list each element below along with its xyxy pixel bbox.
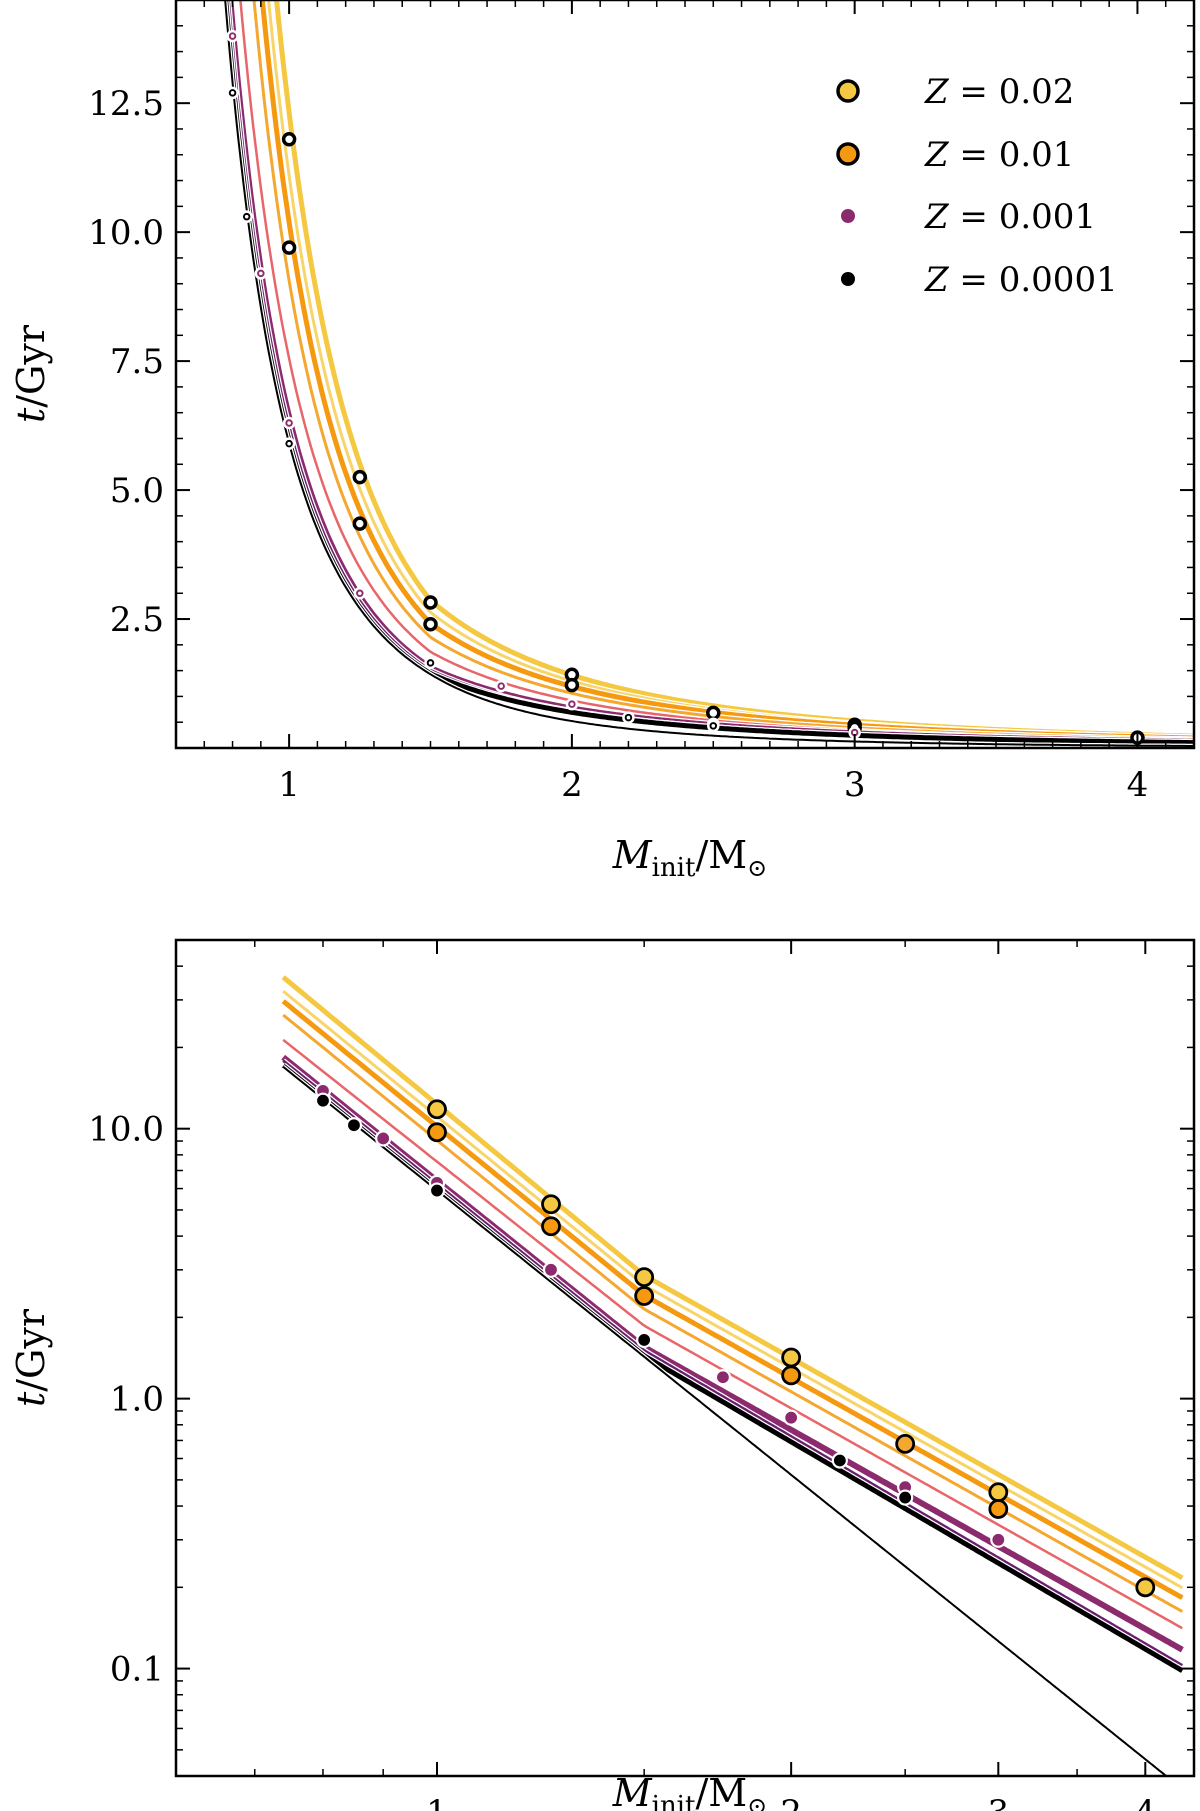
top-curve-8 [224, 0, 1194, 747]
panel-linear: 1 2 3 4 2.5 5.0 7.5 10.0 12.5 Z = 0.02 Z = 0.01 … [9, 0, 1196, 883]
bottom-curve-1 [282, 990, 1183, 1590]
bottom-ytick-label-0: 0.1 [110, 1650, 164, 1690]
top-xtick-label-1: 2 [561, 765, 583, 805]
bottom-ytick-label-1: 1.0 [110, 1380, 164, 1420]
bottom-point-22 [428, 1182, 446, 1199]
bottom-point-24 [831, 1452, 848, 1469]
top-point-dot-15 [358, 591, 362, 596]
top-point-dot-22 [287, 441, 291, 446]
bottom-point-4 [895, 1433, 916, 1454]
top-point-2 [423, 595, 438, 610]
top-y-axis-label: t/Gyr [9, 324, 53, 423]
top-point-dot-19 [852, 730, 857, 735]
bottom-point-25 [897, 1489, 914, 1506]
top-point-dot-21 [244, 214, 249, 219]
top-xtick-label-2: 3 [844, 765, 866, 805]
bottom-points [314, 1082, 1156, 1598]
bottom-y-axis-label: t/Gyr [9, 1308, 53, 1407]
top-ytick-label-1: 5.0 [110, 471, 164, 511]
top-point-0 [281, 132, 297, 147]
bottom-point-15 [542, 1261, 560, 1278]
top-point-dot-24 [626, 715, 631, 720]
bottom-ytick-label-2: 10.0 [88, 1110, 164, 1150]
bottom-point-17 [783, 1409, 800, 1426]
bottom-curve-7 [281, 1063, 1184, 1673]
bottom-point-19 [990, 1531, 1007, 1548]
bottom-point-10 [781, 1365, 802, 1386]
bottom-curves [280, 974, 1185, 1776]
bottom-point-23 [636, 1331, 653, 1349]
top-point-dot-16 [499, 684, 503, 688]
bottom-ticks: 1 2 3 4 0.1 1.0 10.0 [88, 940, 1194, 1811]
legend-marker-z00001 [841, 272, 855, 286]
top-ytick-label-0: 2.5 [110, 600, 164, 640]
legend-label-z001: Z = 0.01 [924, 135, 1074, 175]
bottom-xtick-label-0: 1 [426, 1793, 448, 1811]
top-xtick-label-3: 4 [1127, 765, 1149, 805]
bottom-xtick-label-2: 3 [987, 1793, 1009, 1811]
top-ticks: 1 2 3 4 2.5 5.0 7.5 10.0 12.5 [88, 0, 1194, 805]
top-xtick-label-0: 1 [278, 765, 300, 805]
legend-marker-z001 [836, 142, 860, 166]
top-point-dot-14 [287, 421, 291, 425]
top-point-dot-17 [570, 702, 574, 706]
legend-marker-z0001 [841, 209, 855, 223]
top-point-dot-20 [230, 91, 235, 95]
bottom-point-3 [781, 1347, 802, 1368]
top-point-7 [281, 240, 297, 255]
bottom-curve-halo-7 [280, 1062, 1185, 1674]
panel-log: 1 2 3 4 0.1 1.0 10.0 Minit/M⊙ t/Gyr [9, 938, 1196, 1811]
bottom-point-16 [714, 1369, 732, 1386]
bottom-curve-6 [282, 1059, 1184, 1667]
bottom-curve-3 [282, 1013, 1184, 1613]
bottom-curve-0 [281, 975, 1184, 1581]
bottom-point-21 [345, 1117, 363, 1134]
bottom-xtick-label-1: 2 [780, 1793, 802, 1811]
bottom-point-0 [427, 1099, 447, 1120]
top-point-9 [423, 616, 438, 632]
top-ytick-label-4: 12.5 [88, 84, 164, 124]
top-ytick-label-3: 10.0 [88, 213, 164, 253]
bottom-point-20 [314, 1092, 332, 1109]
top-ytick-label-2: 7.5 [110, 342, 164, 382]
bottom-xtick-label-3: 4 [1134, 1793, 1156, 1811]
top-plot-frame [174, 0, 1196, 750]
legend-marker-z002 [836, 79, 860, 103]
top-point-dot-12 [230, 34, 235, 38]
bottom-curve-halo-0 [280, 974, 1185, 1582]
bottom-point-1 [541, 1194, 561, 1215]
bottom-curve-4 [282, 1038, 1183, 1630]
bottom-point-9 [634, 1286, 655, 1306]
bottom-point-7 [427, 1122, 447, 1143]
bottom-point-6 [1135, 1577, 1156, 1598]
bottom-point-2 [634, 1267, 655, 1287]
top-point-dot-13 [259, 271, 263, 276]
bottom-x-axis-label: Minit/M⊙ [612, 1771, 768, 1811]
top-point-8 [352, 516, 368, 531]
bottom-point-5 [988, 1482, 1009, 1503]
legend: Z = 0.02 Z = 0.01 Z = 0.001 Z = 0.0001 [836, 72, 1118, 300]
bottom-curve-8 [282, 1066, 1168, 1776]
top-point-dot-23 [428, 661, 433, 665]
top-x-axis-label: Minit/M⊙ [612, 833, 768, 883]
bottom-plot-frame [174, 938, 1196, 1778]
top-point-1 [352, 469, 368, 485]
bottom-point-11 [988, 1499, 1009, 1519]
bottom-point-8 [541, 1216, 561, 1237]
legend-label-z0001: Z = 0.001 [924, 197, 1096, 237]
top-point-4 [706, 705, 721, 721]
top-point-dot-25 [711, 724, 716, 728]
legend-label-z002: Z = 0.02 [924, 72, 1074, 112]
legend-label-z00001: Z = 0.0001 [924, 260, 1118, 300]
top-point-10 [564, 677, 580, 693]
bottom-point-13 [375, 1130, 392, 1147]
